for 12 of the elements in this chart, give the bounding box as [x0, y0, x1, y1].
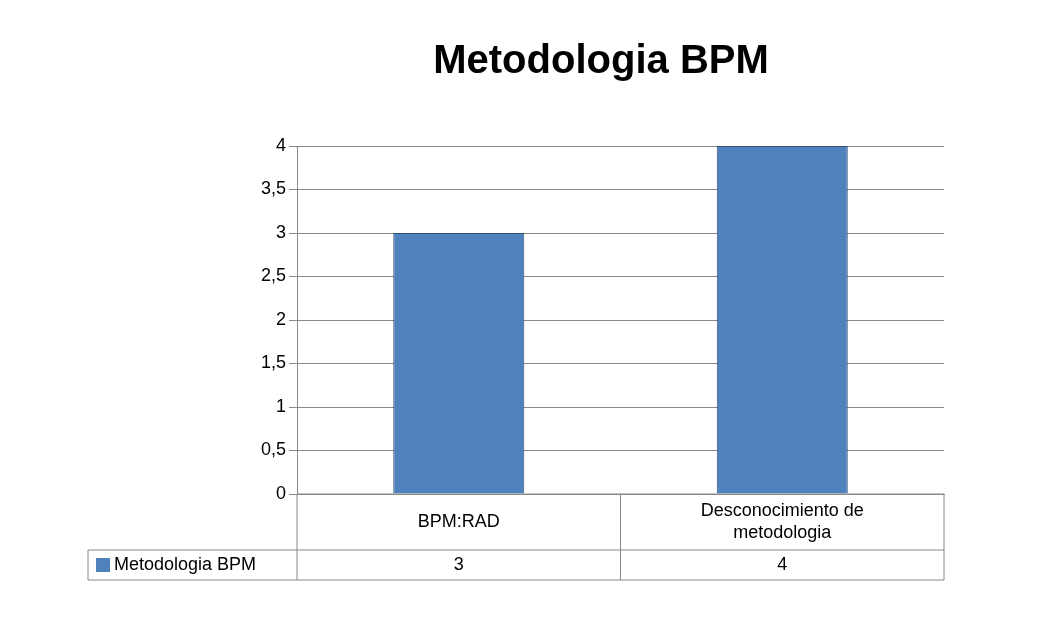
y-tick-label: 0,5 [260, 439, 287, 460]
y-tick-label: 3,5 [260, 178, 287, 199]
y-tick-label: 1,5 [260, 352, 287, 373]
x-tick-label: Desconocimiento de metodologia [700, 499, 864, 542]
y-tick-label: 1 [276, 395, 287, 416]
y-tick-label: 3 [276, 221, 287, 242]
chart-title: Metodologia BPM [433, 37, 769, 82]
y-tick-label: 4 [276, 134, 287, 155]
y-tick-label: 2 [276, 308, 287, 329]
x-tick-label: BPM:RAD [417, 510, 500, 531]
y-tick-label: 0 [276, 482, 287, 503]
y-tick-label: 2,5 [260, 265, 287, 286]
